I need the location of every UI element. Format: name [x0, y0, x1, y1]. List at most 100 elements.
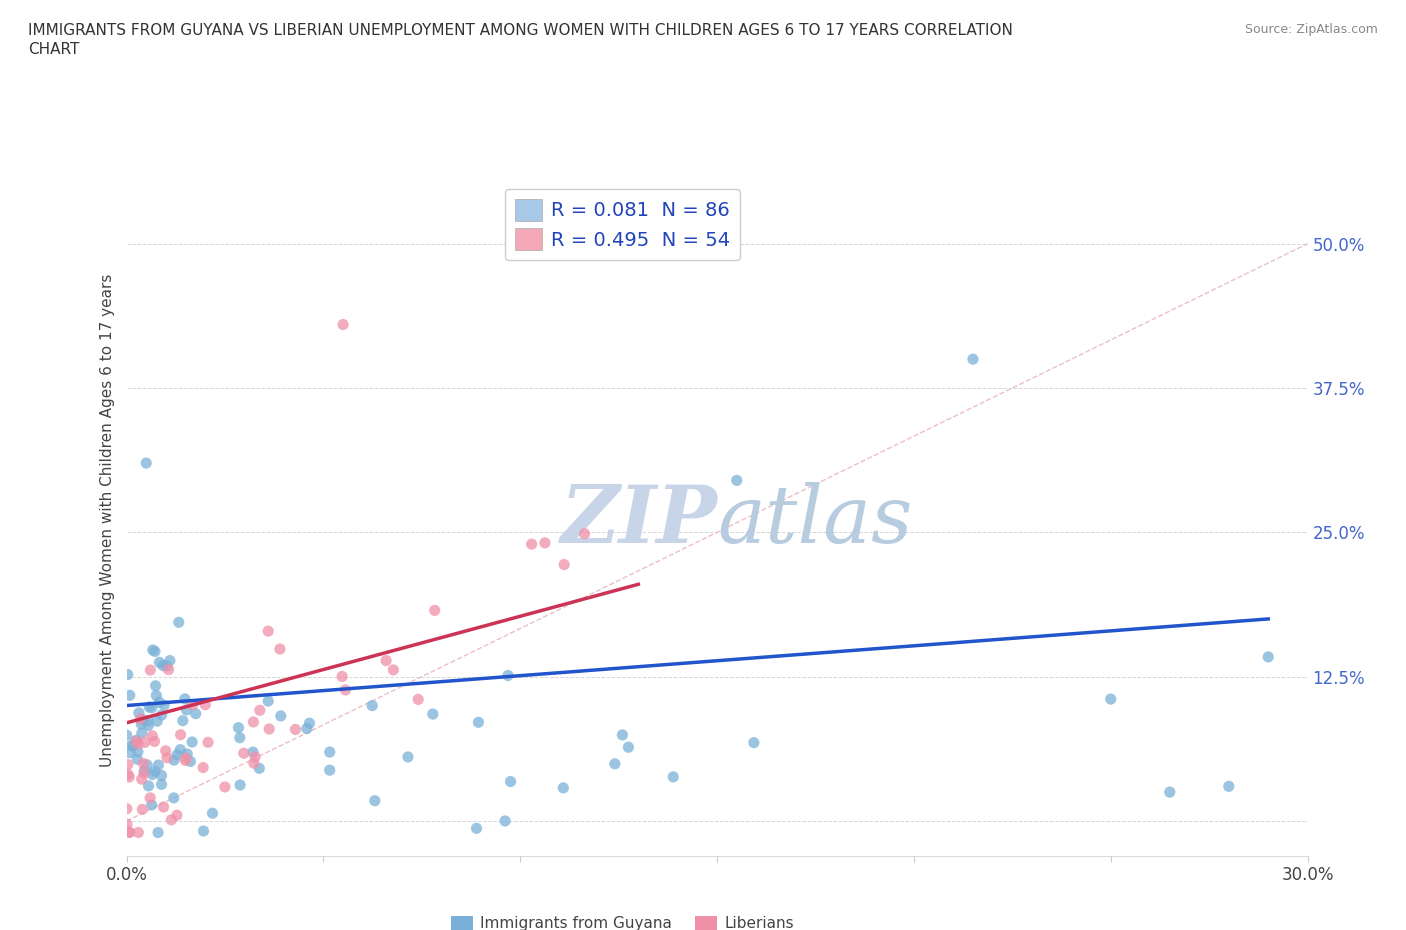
Point [396, 750, 419, 764]
Point [129, 711, 152, 726]
Point [193, 824, 215, 839]
Point [249, 703, 271, 718]
Point [141, 767, 163, 782]
Point [214, 779, 236, 794]
Point [148, 758, 170, 773]
Point [169, 727, 191, 742]
Point [148, 655, 170, 670]
Point [141, 798, 163, 813]
Point [176, 747, 198, 762]
Point [134, 735, 156, 750]
Point [553, 780, 575, 795]
Point [423, 603, 446, 618]
Point [159, 653, 181, 668]
Point [617, 739, 640, 754]
Point [131, 717, 153, 732]
Point [131, 712, 153, 727]
Point [150, 768, 173, 783]
Point [361, 698, 384, 713]
Point [152, 658, 174, 673]
Point [574, 526, 596, 541]
Point [335, 683, 357, 698]
Point [319, 745, 342, 760]
Point [172, 713, 194, 728]
Point [174, 691, 197, 706]
Point [141, 700, 163, 715]
Point [131, 802, 153, 817]
Point [247, 761, 270, 776]
Point [132, 765, 155, 780]
Point [243, 756, 266, 771]
Point [122, 738, 145, 753]
Point [467, 715, 489, 730]
Point [142, 643, 165, 658]
Point [228, 720, 250, 735]
Point [270, 709, 292, 724]
Point [117, 767, 139, 782]
Point [136, 713, 159, 728]
Point [364, 793, 387, 808]
Point [176, 702, 198, 717]
Point [1257, 649, 1279, 664]
Point [257, 694, 280, 709]
Point [612, 727, 634, 742]
Point [141, 728, 163, 743]
Point [157, 662, 180, 677]
Point [156, 658, 179, 673]
Point [125, 734, 148, 749]
Point [156, 751, 179, 765]
Point [725, 473, 748, 488]
Point [553, 557, 575, 572]
Point [145, 678, 167, 693]
Text: Source: ZipAtlas.com: Source: ZipAtlas.com [1244, 23, 1378, 36]
Text: ZIP: ZIP [560, 482, 717, 560]
Point [174, 751, 197, 765]
Point [298, 716, 321, 731]
Point [135, 456, 157, 471]
Point [179, 754, 201, 769]
Point [150, 777, 173, 791]
Point [422, 707, 444, 722]
Point [243, 750, 266, 764]
Point [118, 688, 141, 703]
Text: IMMIGRANTS FROM GUYANA VS LIBERIAN UNEMPLOYMENT AMONG WOMEN WITH CHILDREN AGES 6: IMMIGRANTS FROM GUYANA VS LIBERIAN UNEMP… [28, 23, 1012, 38]
Point [118, 825, 141, 840]
Point [330, 669, 353, 684]
Point [465, 821, 488, 836]
Point [197, 735, 219, 750]
Point [229, 777, 252, 792]
Point [319, 763, 342, 777]
Point [194, 698, 217, 712]
Point [295, 721, 318, 736]
Point [131, 772, 153, 787]
Point [139, 662, 162, 677]
Point [962, 352, 984, 366]
Point [1159, 785, 1181, 800]
Point [406, 692, 429, 707]
Point [120, 738, 142, 753]
Point [184, 706, 207, 721]
Point [332, 317, 354, 332]
Point [499, 774, 522, 789]
Point [115, 802, 138, 817]
Point [132, 756, 155, 771]
Point [115, 727, 138, 742]
Point [174, 753, 197, 768]
Point [257, 722, 280, 737]
Point [136, 757, 159, 772]
Point [117, 667, 139, 682]
Point [181, 698, 204, 712]
Point [242, 745, 264, 760]
Point [534, 536, 557, 551]
Point [127, 737, 149, 751]
Point [181, 735, 204, 750]
Point [155, 743, 177, 758]
Point [603, 756, 626, 771]
Point [139, 790, 162, 805]
Point [742, 736, 765, 751]
Point [1218, 779, 1240, 794]
Point [125, 733, 148, 748]
Point [375, 653, 398, 668]
Point [284, 722, 307, 737]
Point [143, 734, 166, 749]
